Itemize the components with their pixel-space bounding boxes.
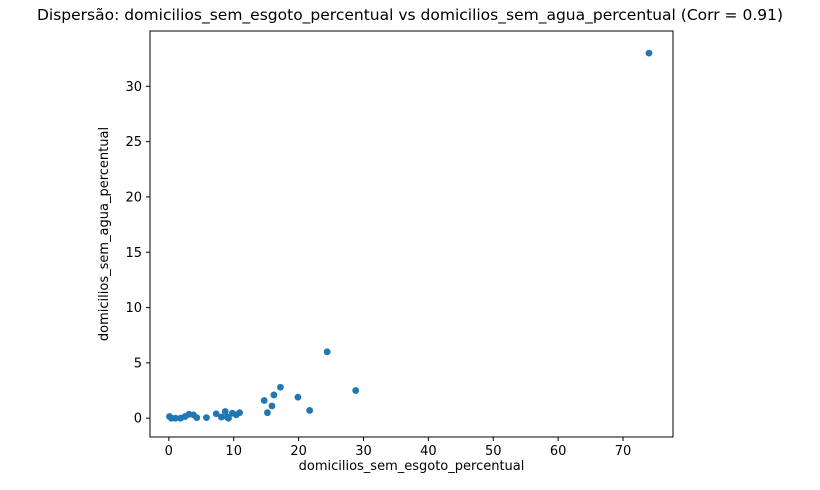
- chart-title: Dispersão: domicilios_sem_esgoto_percent…: [36, 6, 784, 24]
- data-point: [260, 397, 268, 404]
- y-tick-label: 30: [125, 80, 142, 95]
- x-tick-label: 60: [550, 444, 567, 459]
- data-point: [270, 391, 278, 399]
- data-point: [294, 393, 302, 401]
- x-tick-label: 50: [485, 444, 502, 459]
- y-tick-label: 20: [125, 190, 142, 205]
- data-point: [264, 409, 271, 417]
- data-point: [193, 414, 201, 422]
- data-point: [212, 410, 220, 418]
- data-point: [171, 414, 179, 422]
- x-tick-label: 40: [420, 444, 437, 459]
- x-axis-label: domicilios_sem_esgoto_percentual: [298, 459, 525, 474]
- x-tick-label: 70: [615, 444, 632, 459]
- y-tick-label: 5: [134, 356, 142, 371]
- data-point: [217, 413, 225, 421]
- y-tick-label: 15: [125, 246, 142, 261]
- data-point: [352, 387, 360, 394]
- data-point: [225, 414, 232, 422]
- y-tick-label: 0: [134, 412, 142, 427]
- y-tick-label: 10: [125, 301, 142, 316]
- data-point: [236, 409, 243, 417]
- plot-frame: [149, 30, 674, 438]
- data-point: [203, 414, 210, 422]
- data-point: [268, 402, 276, 410]
- data-point: [306, 407, 314, 414]
- y-tick-label: 25: [125, 135, 142, 150]
- data-point: [645, 49, 653, 57]
- data-point: [221, 408, 229, 415]
- data-point: [277, 383, 284, 391]
- x-tick-label: 10: [225, 444, 242, 459]
- x-tick-label: 0: [165, 444, 173, 459]
- x-tick-label: 30: [355, 444, 372, 459]
- y-axis-label: domicilios_sem_agua_percentual: [97, 126, 112, 342]
- data-point: [323, 348, 331, 356]
- x-tick-label: 20: [290, 444, 307, 459]
